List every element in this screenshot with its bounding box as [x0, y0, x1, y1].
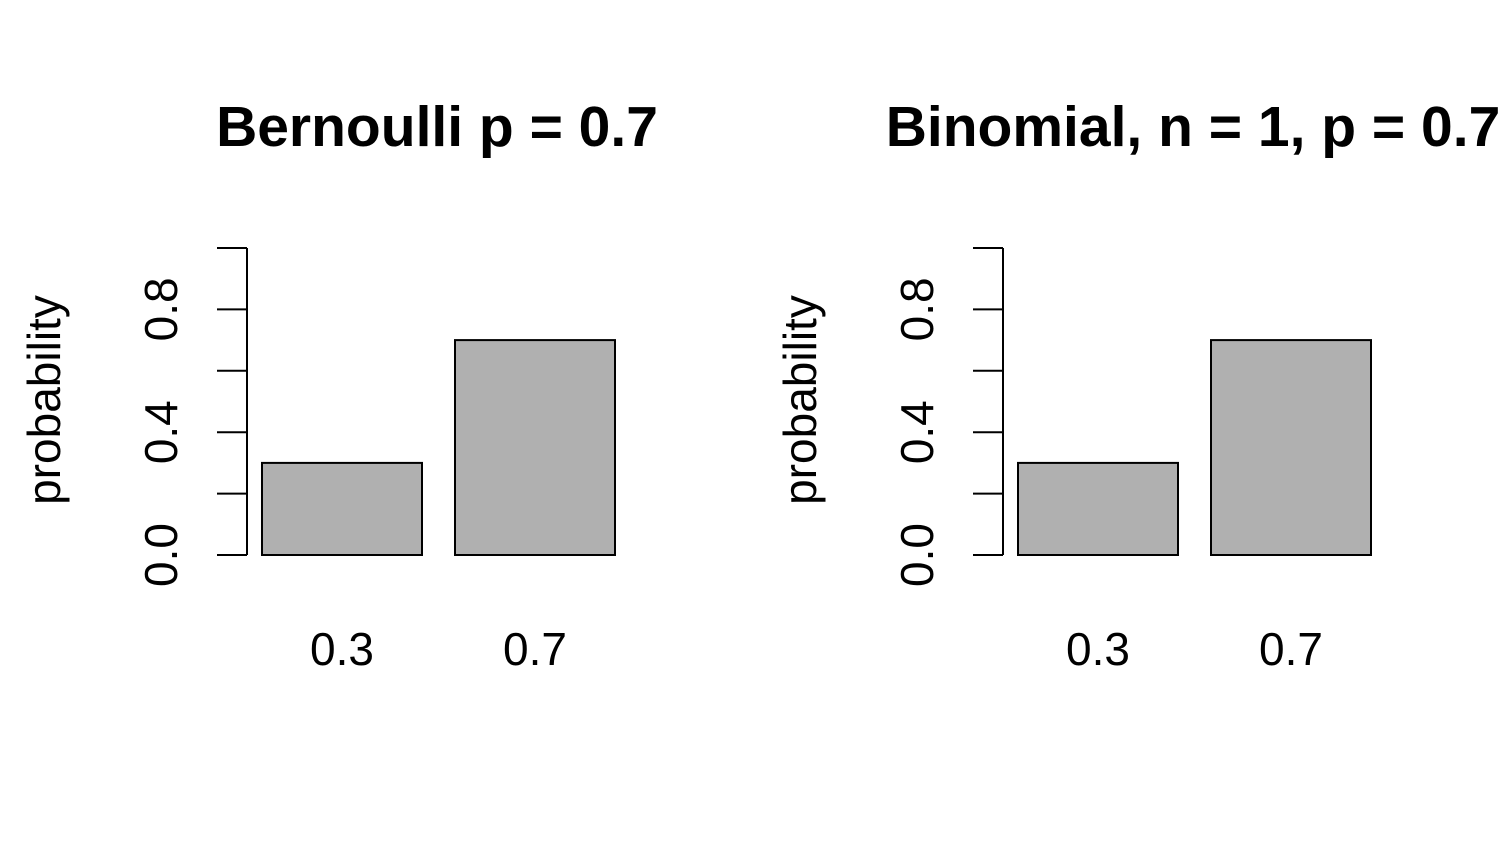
y-tick-label: 0.0	[891, 523, 943, 587]
y-axis-label: probability	[18, 295, 70, 505]
y-tick-label: 0.4	[891, 400, 943, 464]
bar-0.7	[454, 339, 616, 556]
bar-0.7	[1210, 339, 1372, 556]
chart-title: Bernoulli p = 0.7	[216, 95, 658, 159]
x-category-label: 0.7	[503, 623, 567, 675]
chart-panel-1: Bernoulli p = 0.7 probability 0.0 0.4 0.8 0.3…	[18, 95, 658, 675]
x-category-label: 0.3	[310, 623, 374, 675]
y-tick-label: 0.8	[891, 277, 943, 341]
chart-panel-2: Binomial, n = 1, p = 0.7 probability 0.0 0.…	[774, 95, 1500, 675]
bar-0.3	[1017, 461, 1179, 556]
x-category-label: 0.3	[1066, 623, 1130, 675]
y-tick-label: 0.0	[135, 523, 187, 587]
y-tick-label: 0.4	[135, 400, 187, 464]
y-axis-label: probability	[774, 295, 826, 505]
y-tick-label: 0.8	[135, 277, 187, 341]
chart-title: Binomial, n = 1, p = 0.7	[886, 95, 1501, 159]
x-category-label: 0.7	[1259, 623, 1323, 675]
bar-0.3	[261, 461, 423, 556]
